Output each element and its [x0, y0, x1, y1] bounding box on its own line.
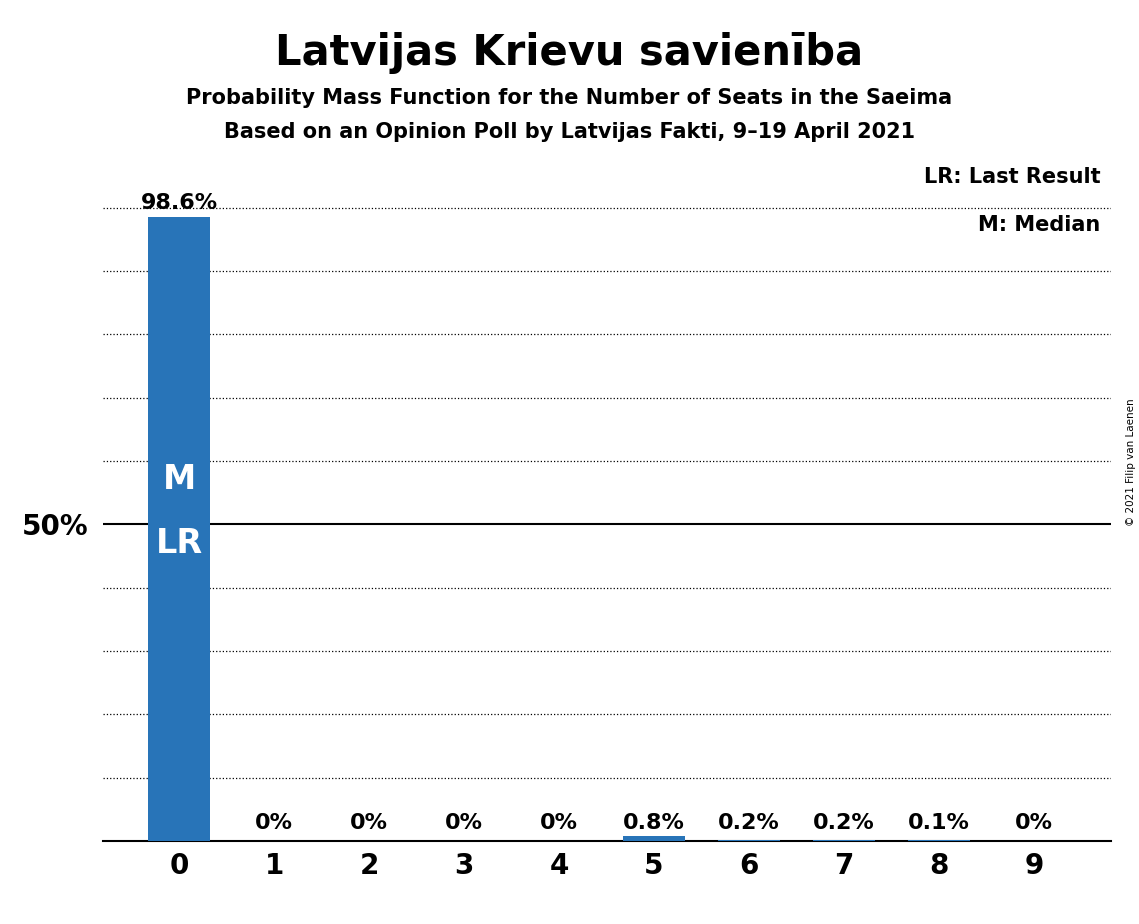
Text: M: M	[163, 463, 196, 496]
Text: 98.6%: 98.6%	[140, 193, 218, 213]
Text: Latvijas Krievu savienība: Latvijas Krievu savienība	[276, 32, 863, 74]
Text: 0%: 0%	[540, 813, 577, 833]
Text: 0%: 0%	[1015, 813, 1052, 833]
Text: 0%: 0%	[445, 813, 483, 833]
Text: 0.2%: 0.2%	[813, 813, 875, 833]
Bar	[623, 836, 685, 841]
Text: 0.8%: 0.8%	[623, 813, 685, 833]
Text: 0%: 0%	[350, 813, 388, 833]
Text: LR: Last Result: LR: Last Result	[924, 167, 1100, 188]
Text: M: Median: M: Median	[978, 215, 1100, 236]
Text: 0.1%: 0.1%	[908, 813, 969, 833]
Text: LR: LR	[156, 528, 203, 561]
Text: Based on an Opinion Poll by Latvijas Fakti, 9–19 April 2021: Based on an Opinion Poll by Latvijas Fak…	[224, 122, 915, 142]
Text: © 2021 Filip van Laenen: © 2021 Filip van Laenen	[1126, 398, 1136, 526]
Bar	[148, 216, 210, 841]
Text: 0.2%: 0.2%	[718, 813, 780, 833]
Bar	[813, 840, 875, 841]
Text: Probability Mass Function for the Number of Seats in the Saeima: Probability Mass Function for the Number…	[187, 88, 952, 108]
Bar	[718, 840, 780, 841]
Text: 0%: 0%	[255, 813, 293, 833]
